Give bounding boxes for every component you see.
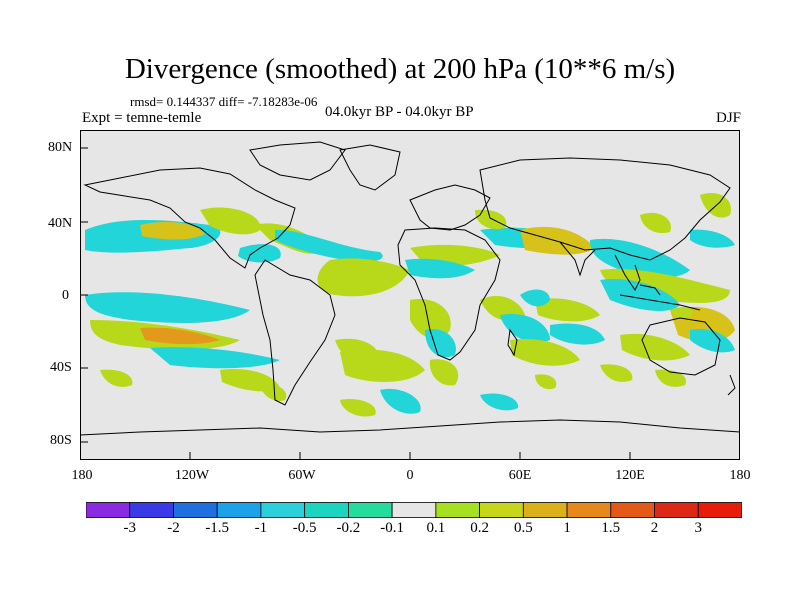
colorbar-box	[391, 502, 437, 518]
coastlines	[80, 141, 740, 436]
neg-region	[480, 393, 519, 411]
pos-region	[100, 369, 133, 387]
neg-region	[690, 229, 735, 248]
colorbar-label: -1.5	[205, 520, 230, 536]
neg-region	[590, 238, 690, 278]
neg-region	[520, 289, 550, 307]
colorbar-box	[479, 502, 524, 518]
colorbar-box	[347, 502, 393, 518]
pos-region	[535, 298, 600, 322]
stats-text: rmsd= 0.144337 diff= -7.18283e-06	[130, 94, 318, 109]
lat-label-80s: 80S	[50, 433, 72, 448]
colorbar-box	[610, 502, 655, 518]
pos-region	[475, 209, 507, 230]
lon-label-60w: 60W	[288, 468, 316, 483]
pos-region	[620, 333, 690, 361]
lon-label-0: 0	[406, 468, 414, 483]
pos-region	[140, 221, 205, 240]
colorbar-box	[435, 502, 480, 518]
map-ticks	[80, 147, 631, 460]
neg-region	[405, 258, 475, 279]
neg-region	[550, 323, 605, 345]
colorbar-label: 0.1	[426, 520, 446, 536]
colorbar-label: -3	[123, 520, 136, 536]
colorbar-label: -2	[167, 520, 180, 536]
pos-region	[670, 307, 693, 318]
neg-region	[275, 229, 383, 263]
season-label: DJF	[715, 110, 741, 126]
pos-region	[700, 192, 731, 218]
divergence-map	[80, 130, 740, 460]
colorbar-box	[654, 502, 699, 518]
colorbar-label: 0.2	[470, 520, 489, 536]
lat-label-80n: 80N	[48, 140, 73, 155]
colorbar-label: -0.1	[380, 520, 404, 536]
pos-region	[410, 299, 451, 339]
neg-region	[85, 292, 250, 323]
colorbar-box	[304, 502, 349, 518]
pos-region	[600, 269, 730, 303]
pos-region	[340, 399, 376, 417]
neg-region	[150, 347, 280, 369]
colorbar-label: -0.5	[292, 520, 317, 536]
lon-label-120e: 120E	[615, 468, 645, 483]
colorbar-box	[173, 502, 218, 518]
colorbar-label: 3	[694, 520, 703, 536]
neg-region	[500, 314, 550, 343]
pos-region	[200, 207, 261, 235]
colorbar-box	[522, 502, 568, 518]
period-label: 04.0kyr BP - 04.0kyr BP	[325, 104, 474, 120]
colorbar-label: 1.5	[601, 520, 621, 536]
colorbar-label: -1	[254, 520, 268, 536]
pos-region	[429, 359, 459, 386]
colorbar-box	[86, 502, 131, 518]
lat-label-0: 0	[62, 288, 69, 303]
neg-region	[380, 388, 421, 414]
pos-region	[600, 364, 633, 382]
lon-label-120w: 120W	[174, 468, 210, 483]
pos-region	[640, 212, 671, 234]
colorbar-box	[260, 502, 306, 518]
colorbar-box	[697, 502, 742, 518]
lon-label-180e: 180	[729, 468, 751, 483]
colorbar-label: 0.5	[513, 520, 533, 536]
map-title: Divergence (smoothed) at 200 hPa (10**6 …	[124, 53, 676, 85]
contour-fills	[85, 192, 735, 417]
pos-region	[535, 374, 557, 390]
lat-label-40s: 40S	[50, 360, 72, 375]
neg-region	[425, 329, 456, 358]
pos-region	[260, 384, 287, 402]
lon-label-60e: 60E	[508, 468, 532, 483]
colorbar-label: 1	[563, 520, 571, 536]
pos-strong-region	[140, 327, 220, 345]
colorbar-box	[216, 502, 262, 518]
colorbar-label: -0.2	[336, 520, 361, 536]
pos-region	[340, 349, 425, 382]
lon-label-180w: 180	[71, 468, 93, 483]
pos-region	[655, 369, 686, 387]
experiment-label: Expt = temne-temle	[82, 110, 202, 126]
colorbar-box	[129, 502, 174, 518]
lat-label-40n: 40N	[48, 216, 73, 231]
neg-region	[690, 329, 735, 353]
colorbar	[86, 502, 742, 518]
colorbar-label: 2	[650, 520, 659, 536]
pos-region	[317, 258, 410, 297]
colorbar-box	[566, 502, 612, 518]
colorbar-boxes	[86, 502, 742, 518]
pos-region	[510, 339, 580, 366]
neg-region	[600, 279, 680, 312]
